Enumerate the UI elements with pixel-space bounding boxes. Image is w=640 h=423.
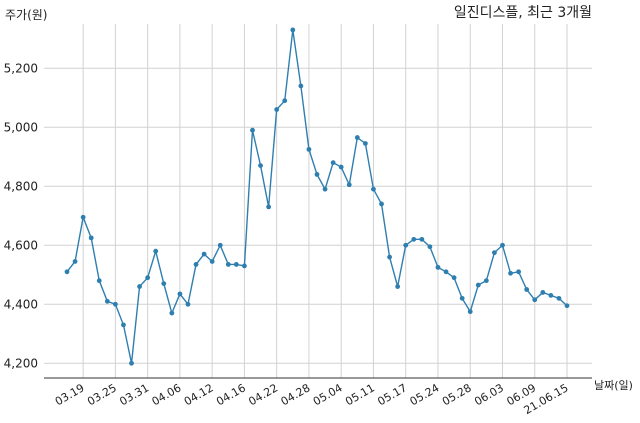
data-point [435, 264, 441, 270]
data-point [282, 98, 288, 104]
data-point [137, 284, 142, 289]
data-point [556, 295, 562, 301]
data-point [209, 259, 215, 264]
data-point [250, 127, 255, 133]
data-point [104, 298, 110, 304]
data-point [330, 160, 336, 166]
x-tick-label: 04.06 [150, 381, 184, 408]
y-tick-labels: 4,200 4,400 4,600 4,800 5,000 5,200 [4, 61, 38, 370]
data-point [427, 244, 433, 250]
data-point [459, 295, 465, 301]
x-tick-label: 03.19 [53, 381, 87, 408]
data-point [169, 310, 175, 316]
data-point [258, 163, 263, 169]
data-point [266, 204, 272, 210]
data-point [161, 281, 167, 286]
data-point [201, 251, 207, 257]
data-points [64, 27, 570, 366]
y-tick-label: 5,200 [4, 61, 38, 75]
data-point [88, 235, 94, 241]
y-tick-label: 4,200 [4, 356, 38, 370]
data-point [306, 146, 312, 152]
data-point [298, 83, 304, 89]
chart-title: 일진디스플, 최근 3개월 [454, 5, 592, 21]
data-point [72, 259, 78, 264]
data-point [492, 250, 497, 256]
data-point [217, 242, 223, 248]
y-tick-label: 4,400 [4, 297, 38, 311]
data-point [403, 242, 409, 248]
x-tick-label: 04.16 [214, 381, 248, 408]
x-tick-label: 05.28 [440, 381, 474, 408]
data-point [379, 201, 384, 207]
x-tick-label: 05.17 [375, 381, 409, 408]
data-point [500, 242, 505, 248]
data-point [177, 291, 183, 297]
data-point [338, 164, 344, 170]
x-tick-label: 06.03 [472, 381, 506, 408]
data-point [548, 293, 554, 298]
data-point [322, 186, 328, 192]
data-point [516, 269, 522, 275]
data-point [242, 263, 247, 269]
data-point [225, 262, 231, 267]
data-point [508, 270, 513, 276]
data-point [540, 290, 546, 295]
data-point [233, 262, 239, 267]
data-point [112, 301, 118, 307]
data-point [193, 262, 199, 267]
data-point [387, 254, 392, 260]
x-tick-label: 05.11 [343, 381, 377, 408]
series-line [66, 29, 568, 364]
data-point [64, 269, 70, 275]
data-point [524, 287, 530, 292]
x-tick-label: 05.04 [311, 381, 345, 408]
x-axis-label: 날짜(일) [594, 378, 633, 392]
data-point [475, 282, 481, 288]
data-point [483, 278, 489, 284]
x-tick-label: 03.25 [85, 381, 119, 408]
data-point [96, 278, 102, 284]
data-point [467, 309, 473, 315]
x-tick-labels: 03.1903.2503.3104.0604.1204.1604.2204.28… [53, 381, 571, 417]
x-tick-label: 03.31 [117, 381, 151, 408]
y-tick-label: 4,800 [4, 179, 38, 193]
data-point [354, 135, 360, 140]
data-point [121, 322, 126, 328]
data-point [346, 182, 352, 188]
data-point [153, 248, 159, 254]
y-tick-label: 5,000 [4, 120, 38, 134]
data-point [419, 236, 425, 242]
data-point [362, 141, 368, 146]
data-point [564, 303, 570, 309]
data-point [451, 275, 457, 281]
y-tick-label: 4,600 [4, 238, 38, 252]
x-tick-label: 05.24 [408, 381, 442, 408]
data-point [314, 172, 320, 177]
x-tick-label: 04.12 [182, 381, 216, 408]
data-point [290, 27, 296, 33]
data-point [411, 236, 417, 242]
y-axis-label: 주가(원) [5, 8, 47, 22]
x-tick-label: 04.22 [246, 381, 280, 408]
data-point [443, 269, 449, 275]
data-point [395, 284, 401, 289]
data-point [274, 107, 280, 112]
data-point [185, 301, 191, 307]
data-point [129, 360, 134, 366]
data-point [80, 214, 86, 220]
data-point [371, 186, 376, 192]
data-point [145, 275, 151, 281]
data-point [532, 297, 538, 303]
grid [44, 24, 592, 378]
x-tick-label: 04.28 [279, 381, 313, 408]
